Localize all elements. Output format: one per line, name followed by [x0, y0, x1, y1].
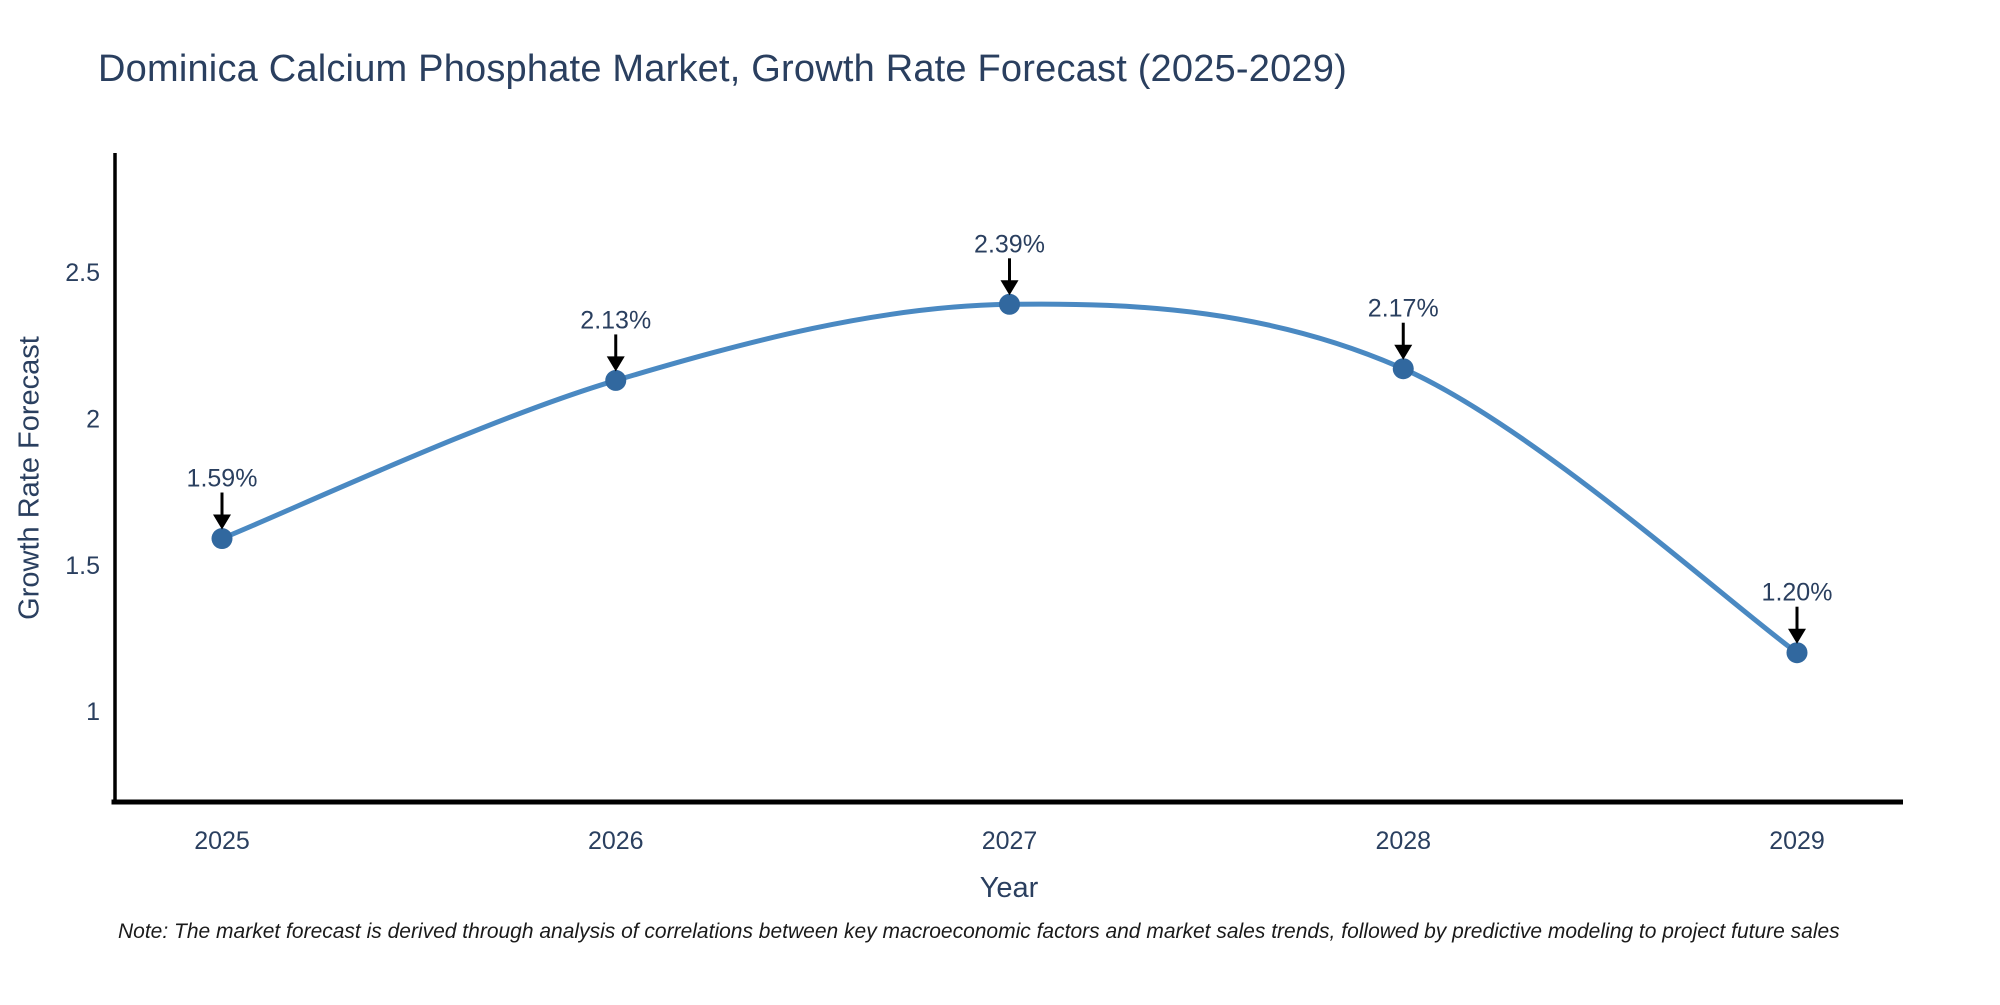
data-point-2028[interactable]: [1392, 358, 1414, 380]
y-tick-label-2: 2: [86, 405, 100, 433]
chart-title: Dominica Calcium Phosphate Market, Growt…: [98, 48, 1347, 90]
annotation-label-2026: 2.13%: [580, 306, 651, 334]
annotation-arrowhead-icon: [1788, 628, 1806, 644]
data-point-2026[interactable]: [605, 369, 627, 391]
annotation-arrowhead-icon: [1000, 280, 1019, 296]
footnote: Note: The market forecast is derived thr…: [118, 920, 1840, 943]
x-tick-label-2025: 2025: [194, 827, 250, 855]
data-point-2025[interactable]: [211, 528, 233, 550]
x-tick-label-2026: 2026: [588, 827, 644, 855]
annotation-label-2027: 2.39%: [974, 230, 1045, 258]
annotation-arrowhead-icon: [606, 356, 625, 372]
y-axis-title: Growth Rate Forecast: [13, 336, 46, 620]
annotation-arrowhead-icon: [1394, 344, 1413, 360]
annotation-label-2028: 2.17%: [1368, 295, 1439, 323]
y-tick-label-1: 1: [86, 698, 100, 726]
annotation-label-2029: 1.20%: [1762, 579, 1833, 607]
x-tick-label-2029: 2029: [1769, 827, 1825, 855]
x-tick-label-2028: 2028: [1375, 827, 1431, 855]
x-axis-title: Year: [979, 872, 1039, 904]
data-point-2027[interactable]: [999, 293, 1020, 315]
y-tick-label-2.5: 2.5: [65, 259, 100, 287]
annotation-arrowhead-icon: [213, 514, 231, 530]
data-point-2029[interactable]: [1786, 642, 1808, 664]
forecast-line: [219, 301, 1800, 656]
annotation-label-2025: 1.59%: [187, 465, 258, 493]
x-tick-label-2027: 2027: [982, 827, 1038, 855]
y-tick-label-1.5: 1.5: [65, 552, 100, 580]
